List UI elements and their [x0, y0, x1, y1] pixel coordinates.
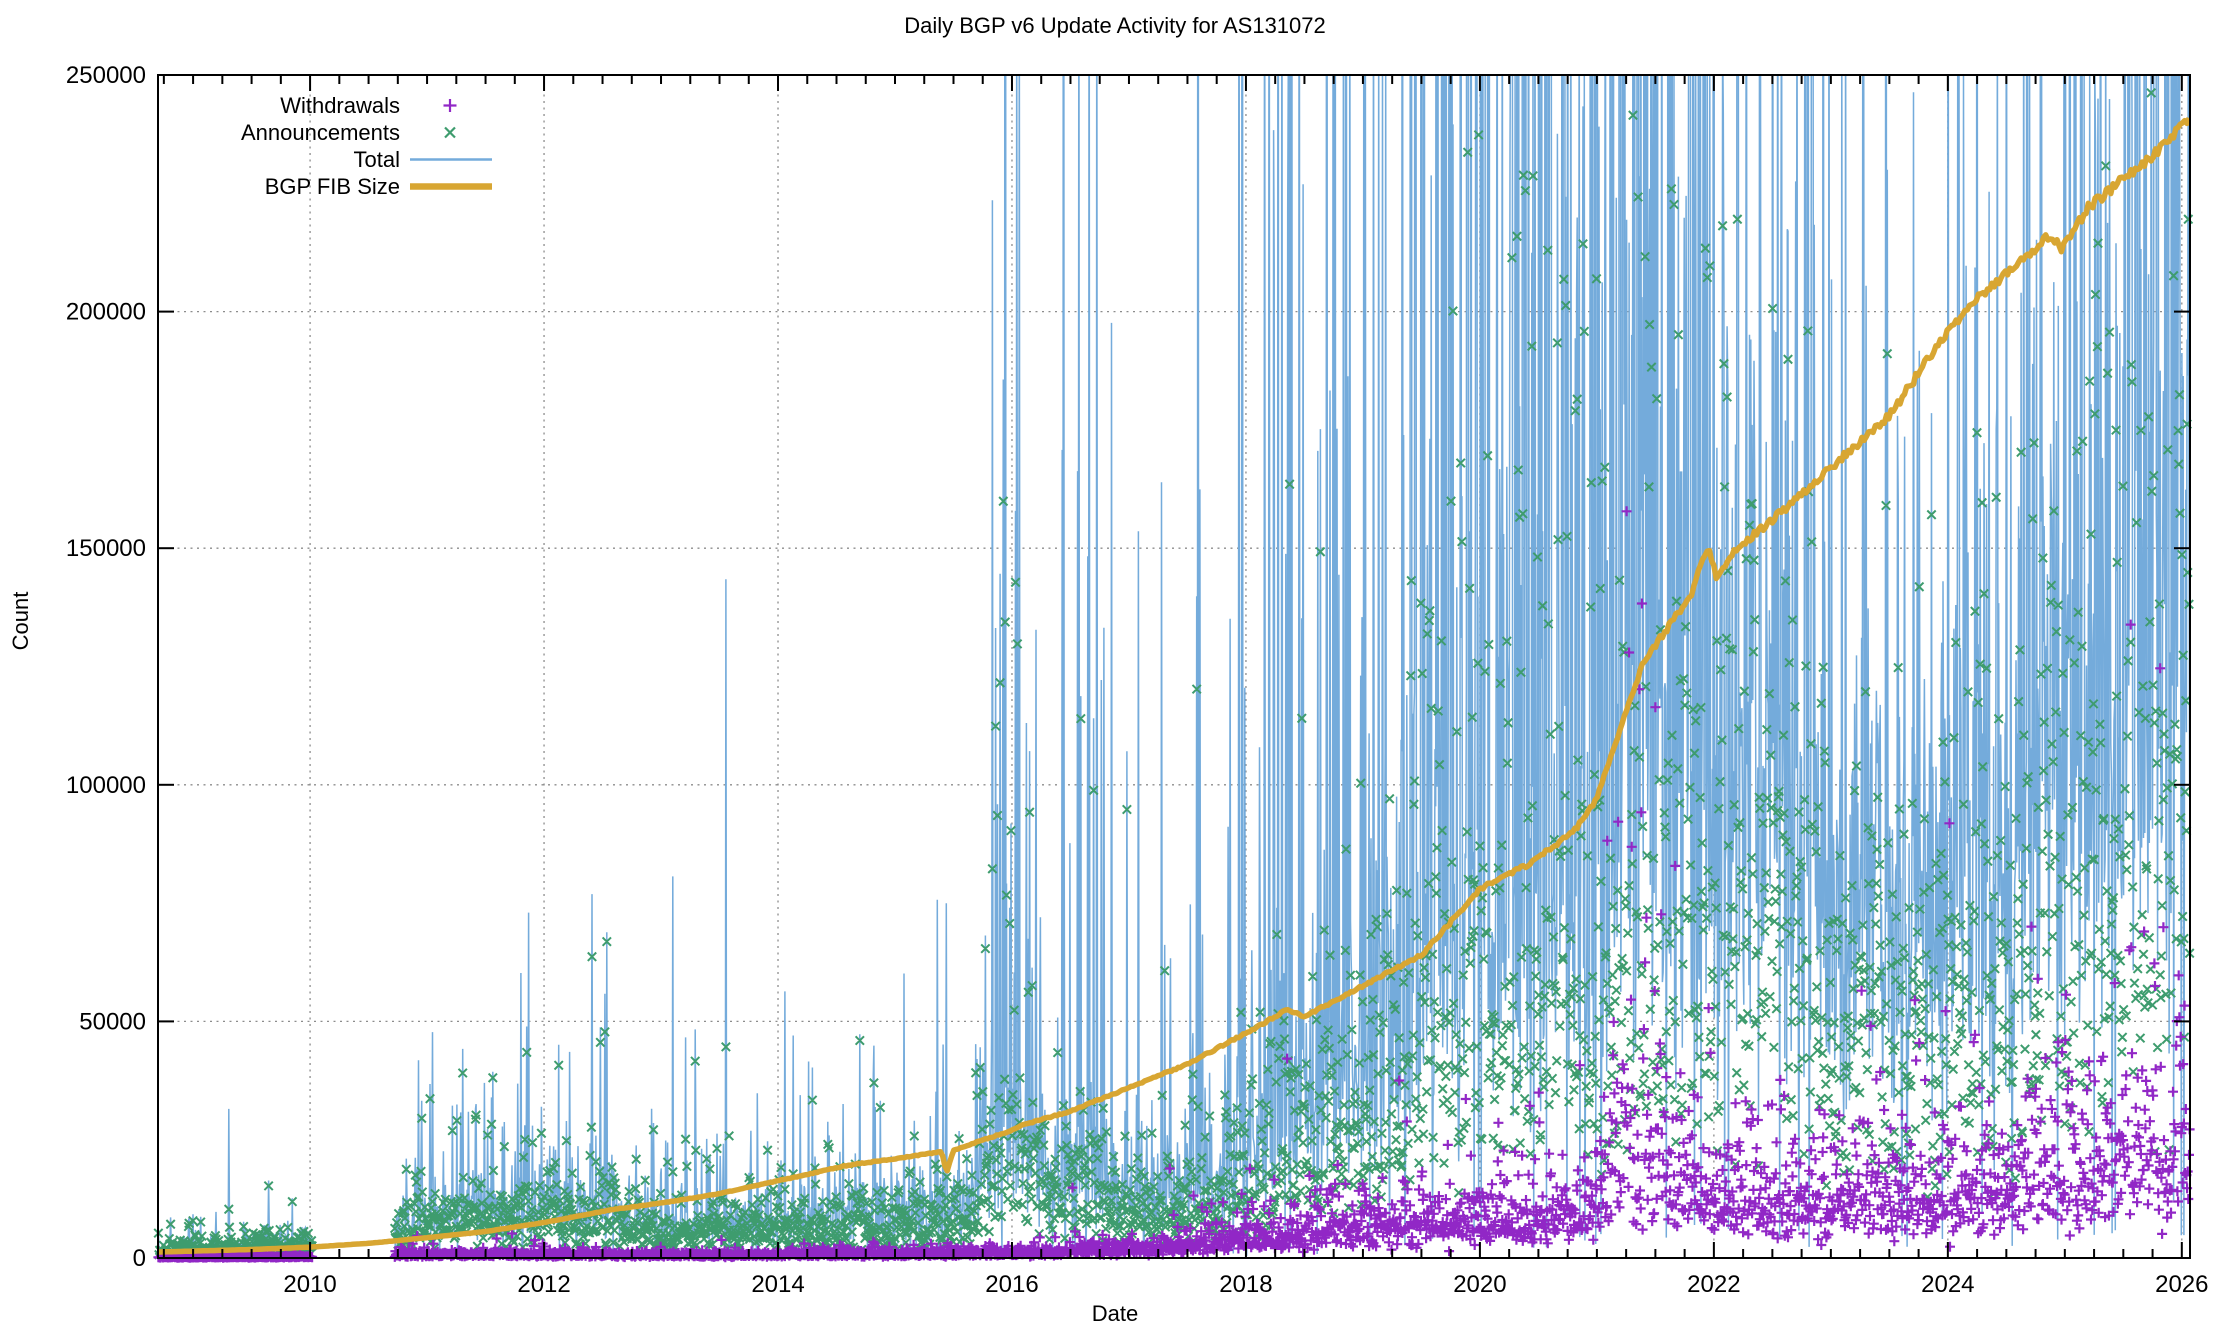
- svg-text:2014: 2014: [751, 1271, 804, 1298]
- svg-text:2016: 2016: [985, 1271, 1038, 1298]
- legend-label-fib-size: BGP FIB Size: [264, 174, 400, 199]
- svg-text:150000: 150000: [66, 535, 146, 562]
- svg-text:2012: 2012: [517, 1271, 570, 1298]
- legend-label-withdrawals: Withdrawals: [280, 93, 400, 118]
- tick-marks: [158, 74, 2190, 1259]
- svg-text:2022: 2022: [1687, 1271, 1740, 1298]
- bgp-fib-size-line-icon: [410, 183, 492, 190]
- legend-item-fib-size: BGP FIB Size: [160, 173, 500, 200]
- legend-label-announcements: Announcements: [241, 120, 400, 145]
- svg-text:50000: 50000: [79, 1008, 146, 1035]
- announcements-cross-icon: [444, 126, 456, 139]
- svg-text:2026: 2026: [2155, 1271, 2208, 1298]
- svg-text:2024: 2024: [1921, 1271, 1974, 1298]
- total-line-icon: [410, 158, 492, 161]
- svg-text:250000: 250000: [66, 62, 146, 89]
- svg-text:200000: 200000: [66, 299, 146, 326]
- x-axis-label: Date: [1091, 1301, 1139, 1326]
- y-axis-label: Count: [8, 591, 33, 651]
- legend-item-announcements: Announcements: [160, 119, 500, 146]
- tick-labels: 0 50000 100000 150000 200000 250000 2010 2012 20…: [66, 62, 2209, 1298]
- svg-text:0: 0: [133, 1245, 146, 1272]
- withdrawals-plus-icon: [443, 99, 457, 112]
- svg-text:100000: 100000: [66, 772, 146, 799]
- legend: Withdrawals Announcements Total BGP FIB …: [160, 92, 500, 200]
- legend-label-total: Total: [353, 147, 400, 172]
- svg-text:2018: 2018: [1219, 1271, 1272, 1298]
- svg-text:2010: 2010: [283, 1271, 336, 1298]
- chart-title: Daily BGP v6 Update Activity for AS13107…: [904, 13, 1326, 38]
- legend-item-total: Total: [160, 146, 500, 173]
- legend-item-withdrawals: Withdrawals: [160, 92, 500, 119]
- svg-text:2020: 2020: [1453, 1271, 1506, 1298]
- fib-size-series-line: [158, 116, 2190, 1255]
- plot-border: [157, 74, 2191, 1259]
